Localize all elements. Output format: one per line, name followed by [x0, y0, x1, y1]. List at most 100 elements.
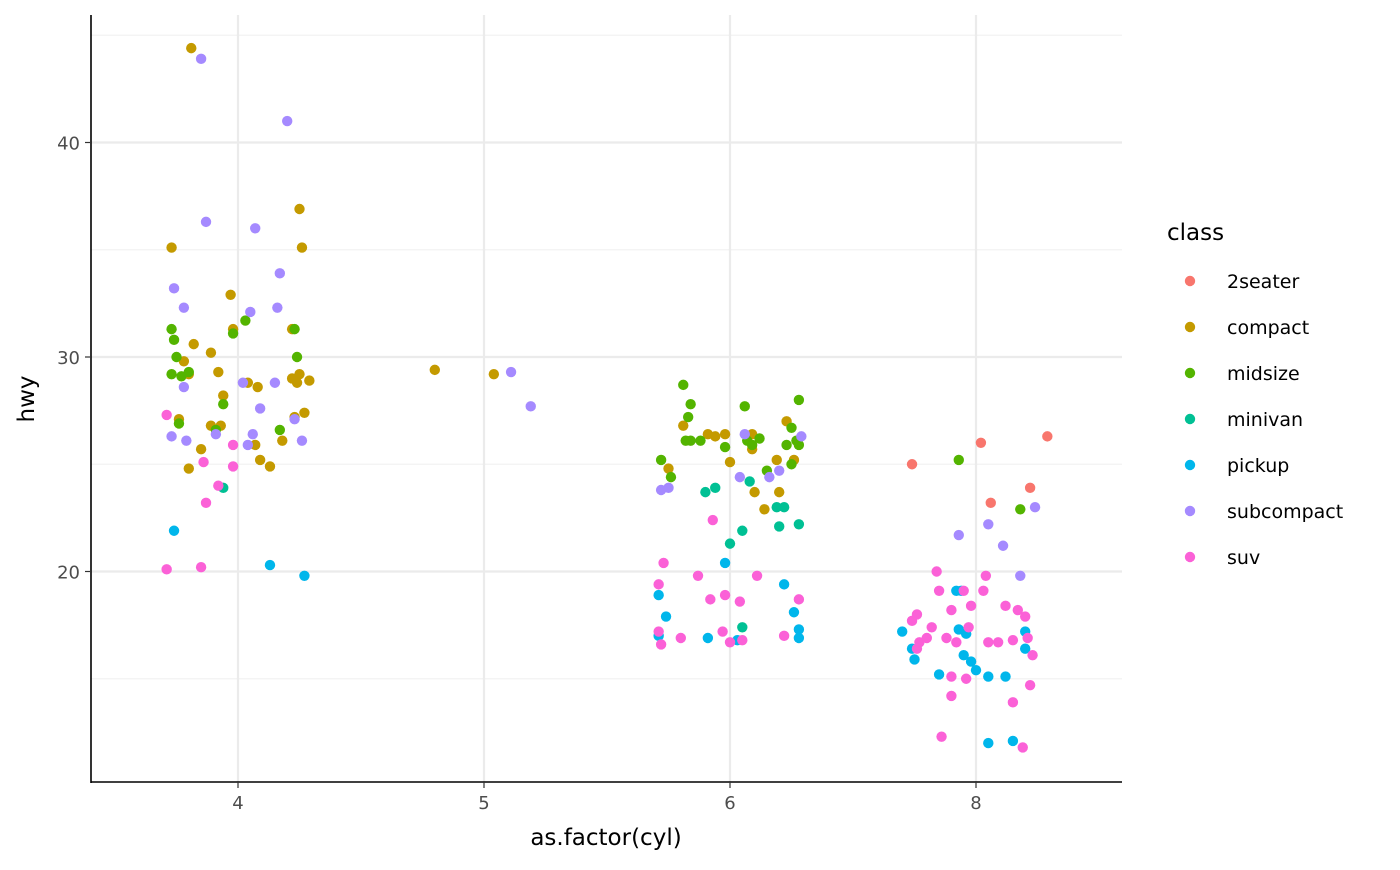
- point-compact: [678, 420, 689, 431]
- point-midsize: [227, 328, 239, 339]
- point-suv: [213, 480, 224, 491]
- point-suv: [675, 632, 686, 644]
- point-suv: [992, 637, 1004, 648]
- legend-label: compact: [1227, 317, 1309, 339]
- point-compact: [286, 373, 298, 384]
- point-compact: [774, 486, 785, 498]
- point-subcompact: [272, 302, 283, 313]
- x-tick-label: 8: [970, 793, 981, 814]
- point-suv: [1019, 611, 1031, 622]
- point-subcompact: [242, 439, 254, 451]
- grid-lines: [91, 15, 1122, 782]
- point-pickup: [1000, 671, 1011, 682]
- point-compact: [188, 338, 199, 350]
- point-midsize: [786, 459, 797, 470]
- point-suv: [653, 626, 664, 637]
- point-subcompact: [237, 377, 249, 388]
- point-compact: [771, 454, 782, 466]
- point-subcompact: [296, 435, 308, 446]
- point-suv: [227, 461, 239, 472]
- point-midsize: [166, 368, 177, 380]
- point-subcompact: [796, 431, 807, 442]
- point-pickup: [933, 669, 945, 680]
- x-axis-label: as.factor(cyl): [530, 825, 681, 851]
- point-suv: [653, 579, 664, 590]
- legend-label: subcompact: [1227, 501, 1343, 523]
- point-compact: [719, 429, 731, 440]
- point-midsize: [685, 435, 696, 446]
- legend-label: 2seater: [1227, 271, 1299, 293]
- point-suv: [705, 594, 716, 605]
- point-minivan: [771, 501, 782, 513]
- point-subcompact: [269, 377, 281, 388]
- point-subcompact: [983, 519, 994, 530]
- point-subcompact: [1015, 570, 1026, 581]
- point-suv: [936, 731, 947, 742]
- point-compact: [183, 463, 194, 474]
- point-suv: [200, 497, 212, 509]
- point-subcompact: [734, 471, 746, 483]
- point-midsize: [289, 323, 300, 335]
- point-midsize: [793, 439, 805, 451]
- legend-key-pickup: [1184, 459, 1196, 471]
- point-suv: [1017, 742, 1028, 753]
- point-suv: [941, 632, 952, 644]
- point-subcompact: [953, 529, 964, 541]
- point-midsize: [719, 441, 731, 453]
- point-2seater: [1042, 431, 1053, 442]
- point-midsize: [1015, 504, 1026, 515]
- point-pickup: [983, 737, 994, 749]
- point-pickup: [788, 607, 800, 618]
- point-pickup: [958, 649, 969, 661]
- point-subcompact: [166, 431, 177, 442]
- point-minivan: [737, 622, 748, 633]
- point-minivan: [710, 482, 721, 494]
- point-pickup: [909, 654, 920, 665]
- legend-key-midsize: [1184, 367, 1196, 379]
- point-suv: [724, 637, 736, 648]
- point-pickup: [299, 570, 310, 581]
- point-subcompact: [210, 429, 222, 440]
- point-midsize: [682, 411, 694, 423]
- point-subcompact: [525, 401, 536, 412]
- point-compact: [296, 242, 308, 253]
- point-pickup: [660, 611, 672, 622]
- point-compact: [213, 366, 224, 378]
- point-suv: [946, 690, 957, 702]
- point-suv: [1022, 632, 1033, 644]
- point-suv: [960, 673, 972, 684]
- point-compact: [264, 461, 276, 472]
- y-tick-label: 40: [57, 134, 80, 155]
- x-tick-label: 5: [478, 793, 489, 814]
- point-subcompact: [200, 216, 212, 228]
- point-midsize: [754, 433, 765, 444]
- point-compact: [488, 368, 500, 380]
- point-compact: [277, 435, 288, 446]
- point-minivan: [778, 501, 790, 513]
- point-compact: [205, 347, 217, 358]
- legend-label: suv: [1227, 547, 1260, 569]
- point-pickup: [793, 624, 805, 635]
- point-suv: [965, 600, 977, 612]
- y-tick-label: 20: [57, 563, 80, 584]
- point-suv: [1007, 697, 1019, 708]
- point-suv: [958, 585, 969, 597]
- point-midsize: [786, 422, 797, 433]
- point-pickup: [1007, 735, 1019, 747]
- point-compact: [724, 456, 736, 468]
- point-suv: [933, 585, 945, 597]
- point-pickup: [897, 626, 908, 637]
- legend-label: midsize: [1227, 363, 1300, 385]
- point-suv: [658, 557, 669, 569]
- x-tick-label: 6: [724, 793, 735, 814]
- point-midsize: [665, 471, 677, 483]
- point-suv: [198, 456, 209, 468]
- point-suv: [227, 439, 239, 451]
- point-suv: [793, 594, 805, 605]
- point-subcompact: [168, 283, 180, 294]
- legend-label: pickup: [1227, 455, 1289, 477]
- point-2seater: [906, 459, 918, 470]
- point-suv: [734, 596, 746, 607]
- point-midsize: [739, 401, 750, 412]
- point-midsize: [695, 435, 706, 446]
